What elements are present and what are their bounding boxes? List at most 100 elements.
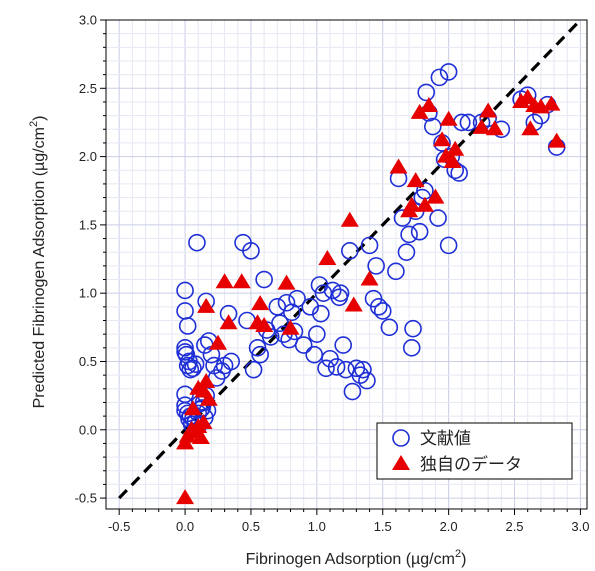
- x-tick-label: 1.5: [374, 519, 392, 534]
- data-point-triangle: [547, 132, 566, 148]
- data-point-triangle: [426, 188, 445, 204]
- data-point-circle: [277, 293, 296, 312]
- data-point-circle: [251, 345, 269, 364]
- data-point-triangle: [485, 120, 504, 136]
- data-point-circle: [430, 68, 449, 87]
- data-point-circle: [400, 225, 418, 244]
- data-point-triangle: [360, 270, 379, 286]
- data-point-circle: [294, 336, 313, 354]
- data-point-circle: [459, 113, 478, 132]
- data-point-circle: [429, 209, 447, 227]
- data-point-triangle: [542, 95, 561, 111]
- x-tick-label: -0.5: [108, 519, 130, 534]
- x-tick-label: 2.5: [505, 519, 523, 534]
- data-point-circle: [176, 343, 194, 361]
- data-point-circle: [424, 117, 442, 136]
- data-point-triangle: [277, 274, 296, 290]
- data-point-circle: [331, 284, 350, 302]
- data-point-triangle: [419, 97, 438, 113]
- data-point-triangle: [439, 110, 458, 126]
- data-point-circle: [334, 336, 353, 354]
- data-point-circle: [242, 242, 260, 260]
- y-tick-label: 1.5: [79, 217, 97, 232]
- data-point-triangle: [472, 118, 491, 134]
- data-point-triangle: [479, 102, 498, 118]
- x-tick-label: 0.0: [176, 519, 194, 534]
- y-tick-label: 3.0: [79, 13, 97, 28]
- data-point-circle: [439, 236, 458, 255]
- data-point-triangle: [191, 428, 210, 444]
- data-point-triangle: [281, 319, 300, 335]
- data-point-circle: [176, 281, 194, 300]
- data-point-circle: [404, 319, 422, 338]
- data-point-circle: [314, 284, 333, 302]
- data-point-triangle: [402, 196, 421, 212]
- data-point-circle: [222, 352, 240, 371]
- data-point-circle: [373, 302, 392, 320]
- data-point-circle: [340, 242, 359, 260]
- data-point-triangle: [197, 372, 216, 388]
- data-point-circle: [387, 262, 405, 281]
- data-point-circle: [255, 270, 273, 289]
- data-point-circle: [369, 298, 388, 316]
- data-point-circle: [402, 339, 421, 357]
- data-point-triangle: [199, 390, 218, 406]
- data-point-circle: [305, 345, 324, 364]
- data-point-triangle: [215, 273, 234, 289]
- legend: 文献値 独自のデータ: [376, 422, 573, 480]
- y-tick-label: 2.0: [79, 149, 97, 164]
- data-point-circle: [380, 318, 399, 337]
- data-point-circle: [358, 371, 376, 390]
- data-point-triangle: [410, 103, 429, 119]
- plot-frame: [105, 19, 588, 510]
- data-point-triangle: [340, 211, 359, 227]
- data-point-circle: [271, 314, 289, 333]
- data-point-circle: [343, 382, 362, 401]
- data-point-triangle: [521, 120, 540, 136]
- data-point-triangle: [176, 489, 195, 505]
- data-point-circle: [244, 360, 263, 379]
- data-point-circle: [354, 360, 372, 379]
- data-point-circle: [410, 222, 429, 241]
- x-tick-label: 0.5: [242, 519, 260, 534]
- data-point-circle: [312, 304, 330, 323]
- data-point-circle: [288, 289, 306, 308]
- data-point-triangle: [318, 250, 337, 266]
- data-point-circle: [397, 243, 416, 262]
- data-point-triangle: [344, 296, 363, 312]
- data-point-circle: [188, 233, 206, 252]
- data-point-triangle: [197, 297, 216, 313]
- data-point-triangle: [232, 273, 251, 289]
- data-point-triangle: [389, 158, 408, 174]
- points-layer: [176, 63, 566, 505]
- legend-label-literature: 文献値: [420, 429, 471, 448]
- data-point-triangle: [518, 88, 537, 104]
- data-point-triangle: [406, 172, 425, 188]
- data-point-triangle: [255, 316, 274, 332]
- data-point-circle: [360, 236, 379, 255]
- data-point-circle: [178, 317, 197, 335]
- data-point-triangle: [209, 334, 228, 350]
- data-point-circle: [184, 359, 202, 378]
- x-tick-label: 3.0: [571, 519, 589, 534]
- legend-circle-marker: [392, 429, 410, 447]
- data-point-circle: [317, 359, 335, 378]
- x-axis-title: Fibrinogen Adsorption (µg/cm2): [246, 548, 467, 568]
- data-point-triangle: [183, 400, 202, 416]
- data-point-circle: [367, 257, 385, 275]
- data-point-circle: [323, 281, 342, 300]
- data-point-triangle: [433, 131, 452, 147]
- data-point-circle: [186, 355, 205, 374]
- y-tick-label: 2.5: [79, 81, 97, 96]
- y-axis-title: Predicted Fibrinogen Adsorption (µg/cm2): [28, 116, 48, 409]
- y-tick-label: 0.0: [79, 422, 97, 437]
- data-point-circle: [181, 360, 200, 379]
- data-point-triangle: [415, 196, 434, 212]
- data-point-triangle: [219, 314, 238, 330]
- data-point-circle: [308, 325, 326, 343]
- data-point-triangle: [443, 153, 462, 169]
- ticks: -0.5 0.0 0.5 1.0 1.5 2.0 2.5 3.0 -0.5 0.0 0.5 1.0 1.…: [75, 13, 590, 535]
- data-point-circle: [439, 63, 458, 81]
- y-tick-label: 0.5: [79, 354, 97, 369]
